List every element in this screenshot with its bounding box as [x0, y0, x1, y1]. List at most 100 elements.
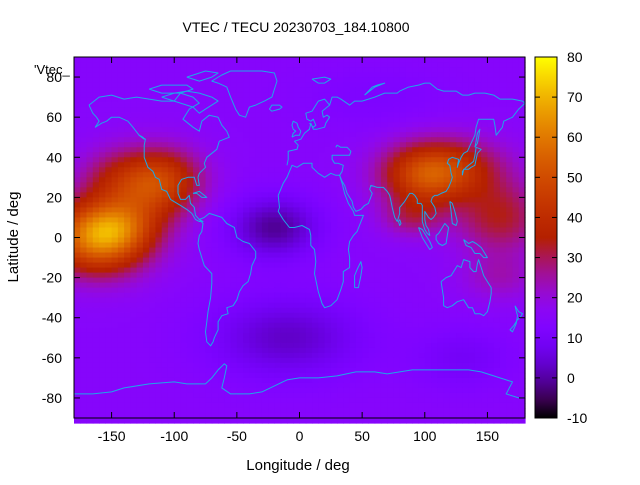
heatmap-cell — [456, 287, 463, 294]
heatmap-cell — [86, 342, 94, 349]
heatmap-cell — [86, 232, 94, 239]
heatmap-cell — [155, 212, 163, 219]
heatmap-cell — [355, 382, 363, 389]
heatmap-cell — [193, 172, 200, 178]
heatmap-cell — [506, 62, 514, 68]
heatmap-cell — [506, 307, 514, 314]
heatmap-cell — [224, 107, 232, 113]
heatmap-cell — [218, 352, 225, 359]
heatmap-cell — [105, 227, 113, 234]
heatmap-cell — [268, 297, 276, 304]
heatmap-cell — [481, 247, 489, 254]
heatmap-cell — [111, 102, 119, 108]
heatmap-cell — [130, 117, 138, 123]
heatmap-cell — [224, 247, 232, 254]
heatmap-cell — [518, 317, 526, 324]
heatmap-cell — [330, 227, 338, 234]
heatmap-cell — [86, 287, 94, 294]
heatmap-cell — [249, 342, 257, 349]
heatmap-cell — [224, 312, 232, 319]
heatmap-cell — [412, 177, 420, 183]
heatmap-cell — [111, 277, 119, 284]
heatmap-cell — [255, 202, 263, 209]
heatmap-cell — [506, 297, 514, 304]
heatmap-cell — [180, 392, 188, 399]
heatmap-cell — [130, 272, 138, 279]
heatmap-cell — [280, 342, 288, 349]
heatmap-cell — [92, 57, 100, 63]
heatmap-cell — [124, 342, 131, 349]
heatmap-cell — [286, 77, 294, 83]
heatmap-cell — [468, 172, 476, 178]
heatmap-cell — [443, 132, 451, 138]
heatmap-cell — [205, 222, 213, 229]
heatmap-cell — [431, 202, 438, 209]
heatmap-cell — [130, 232, 138, 239]
heatmap-cell — [468, 377, 476, 384]
heatmap-cell — [199, 237, 207, 244]
heatmap-cell — [224, 397, 232, 404]
heatmap-cell — [124, 247, 131, 254]
heatmap-cell — [305, 162, 313, 168]
heatmap-cell — [374, 197, 382, 203]
heatmap-cell — [142, 57, 150, 63]
heatmap-cell — [380, 332, 388, 339]
heatmap-cell — [437, 182, 445, 188]
heatmap-cell — [355, 337, 363, 344]
heatmap-cell — [343, 117, 351, 123]
heatmap-cell — [493, 177, 501, 183]
heatmap-cell — [236, 252, 244, 259]
heatmap-cell — [418, 332, 426, 339]
heatmap-cell — [318, 367, 326, 374]
heatmap-cell — [224, 367, 232, 374]
heatmap-cell — [274, 112, 282, 118]
heatmap-cell — [230, 332, 238, 339]
heatmap-cell — [380, 142, 388, 148]
heatmap-cell — [449, 372, 457, 379]
heatmap-cell — [343, 312, 351, 319]
heatmap-cell — [205, 97, 213, 103]
heatmap-cell — [506, 287, 514, 294]
heatmap-cell — [305, 257, 313, 264]
heatmap-cell — [149, 257, 157, 264]
heatmap-cell — [374, 362, 382, 369]
heatmap-cell — [518, 292, 526, 299]
heatmap-cell — [324, 247, 332, 254]
heatmap-cell — [337, 67, 344, 73]
heatmap-cell — [443, 302, 451, 309]
heatmap-cell — [368, 322, 376, 329]
heatmap-cell — [312, 242, 319, 249]
heatmap-cell — [312, 272, 319, 279]
heatmap-cell — [506, 272, 514, 279]
heatmap-cell — [86, 272, 94, 279]
heatmap-cell — [193, 92, 200, 98]
heatmap-cell — [105, 167, 113, 173]
heatmap-cell — [456, 372, 463, 379]
heatmap-cell — [456, 187, 463, 193]
heatmap-cell — [224, 292, 232, 299]
heatmap-cell — [274, 382, 282, 389]
heatmap-cell — [374, 302, 382, 309]
heatmap-cell — [468, 207, 476, 214]
heatmap-cell — [161, 387, 169, 394]
heatmap-cell — [261, 152, 269, 158]
heatmap-cell — [318, 322, 326, 329]
heatmap-cell — [236, 217, 244, 224]
heatmap-cell — [149, 127, 157, 133]
heatmap-cell — [443, 157, 451, 163]
heatmap-cell — [261, 307, 269, 314]
heatmap-cell — [186, 302, 194, 309]
heatmap-cell — [286, 292, 294, 299]
heatmap-cell — [261, 172, 269, 178]
heatmap-cell — [506, 112, 514, 118]
heatmap-cell — [468, 272, 476, 279]
heatmap-cell — [412, 282, 420, 289]
heatmap-cell — [293, 142, 301, 148]
heatmap-cell — [506, 87, 514, 93]
heatmap-cell — [230, 252, 238, 259]
heatmap-cell — [105, 357, 113, 364]
heatmap-cell — [299, 387, 307, 394]
heatmap-cell — [474, 282, 482, 289]
heatmap-cell — [405, 282, 413, 289]
heatmap-cell — [105, 157, 113, 163]
